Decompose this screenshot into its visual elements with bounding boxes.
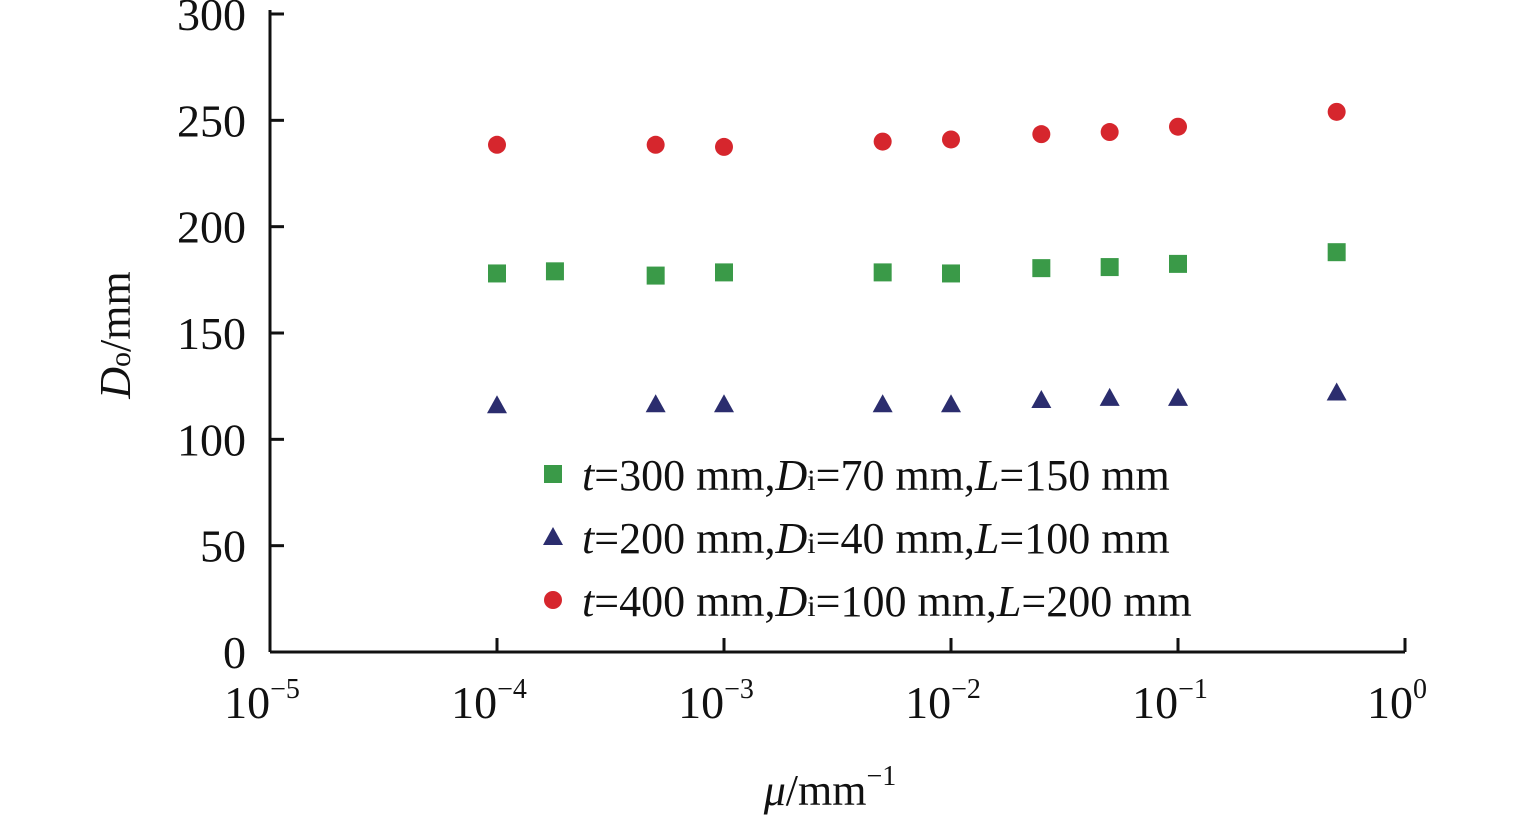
- square-data-point: [942, 264, 960, 283]
- triangle-data-point: [1326, 382, 1347, 401]
- legend-circle-marker: [544, 591, 562, 609]
- legend-label: t=300 mm,Di=70 mm,L=150 mm: [582, 451, 1170, 500]
- x-tick-label: 10−1: [1132, 674, 1208, 728]
- circle-data-point: [488, 135, 506, 154]
- y-tick-label: 0: [223, 627, 246, 678]
- x-axis-label: μ/mm−1: [763, 761, 897, 815]
- legend-square-marker: [544, 465, 562, 483]
- y-tick-label: 50: [200, 521, 246, 572]
- y-axis-label: Do/mm: [91, 271, 140, 399]
- triangle-data-point: [1168, 387, 1188, 406]
- data-points: [487, 102, 1347, 414]
- x-tick-label: 10−4: [451, 674, 527, 728]
- axes: 0 50 100 150 200 250 300 10−5 10−4 10−3 10−2 10−1 10…: [177, 0, 1427, 728]
- square-data-point: [873, 263, 892, 282]
- triangle-data-point: [714, 394, 734, 413]
- circle-data-point: [1100, 123, 1119, 142]
- y-tick-label: 200: [177, 202, 246, 253]
- triangle-data-point: [1031, 389, 1052, 408]
- legend-label: t=200 mm,Di=40 mm,L=100 mm: [582, 514, 1170, 563]
- circle-data-point: [1169, 117, 1187, 136]
- square-data-point: [715, 263, 733, 282]
- square-data-point: [646, 266, 665, 285]
- triangle-data-point: [645, 394, 666, 413]
- x-tick-label: 100: [1367, 674, 1427, 728]
- y-tick-label: 100: [177, 414, 246, 465]
- circle-data-point: [715, 137, 733, 156]
- square-data-point: [488, 264, 506, 283]
- y-tick-label: 300: [177, 0, 246, 40]
- x-tick-label: 10−3: [678, 674, 754, 728]
- x-tick-label: 10−2: [905, 674, 981, 728]
- legend-triangle-marker: [543, 527, 563, 545]
- y-tick-label: 250: [177, 95, 246, 146]
- x-tick-label: 10−5: [224, 674, 300, 728]
- square-data-point: [545, 262, 564, 281]
- triangle-data-point: [941, 394, 961, 413]
- square-data-point: [1032, 259, 1051, 278]
- circle-data-point: [1327, 102, 1346, 121]
- triangle-data-point: [1099, 387, 1120, 406]
- legend-label: t=400 mm,Di=100 mm,L=200 mm: [582, 577, 1192, 626]
- circle-data-point: [873, 132, 892, 151]
- triangle-data-point: [872, 394, 893, 413]
- square-data-point: [1169, 254, 1187, 273]
- y-tick-label: 150: [177, 308, 246, 359]
- square-data-point: [1327, 243, 1346, 262]
- legend: t=300 mm,Di=70 mm,L=150 mm t=200 mm,Di=40…: [543, 451, 1192, 626]
- circle-data-point: [646, 135, 665, 154]
- circle-data-point: [942, 130, 960, 149]
- circle-data-point: [1032, 125, 1051, 144]
- square-data-point: [1100, 258, 1119, 277]
- triangle-data-point: [487, 395, 507, 414]
